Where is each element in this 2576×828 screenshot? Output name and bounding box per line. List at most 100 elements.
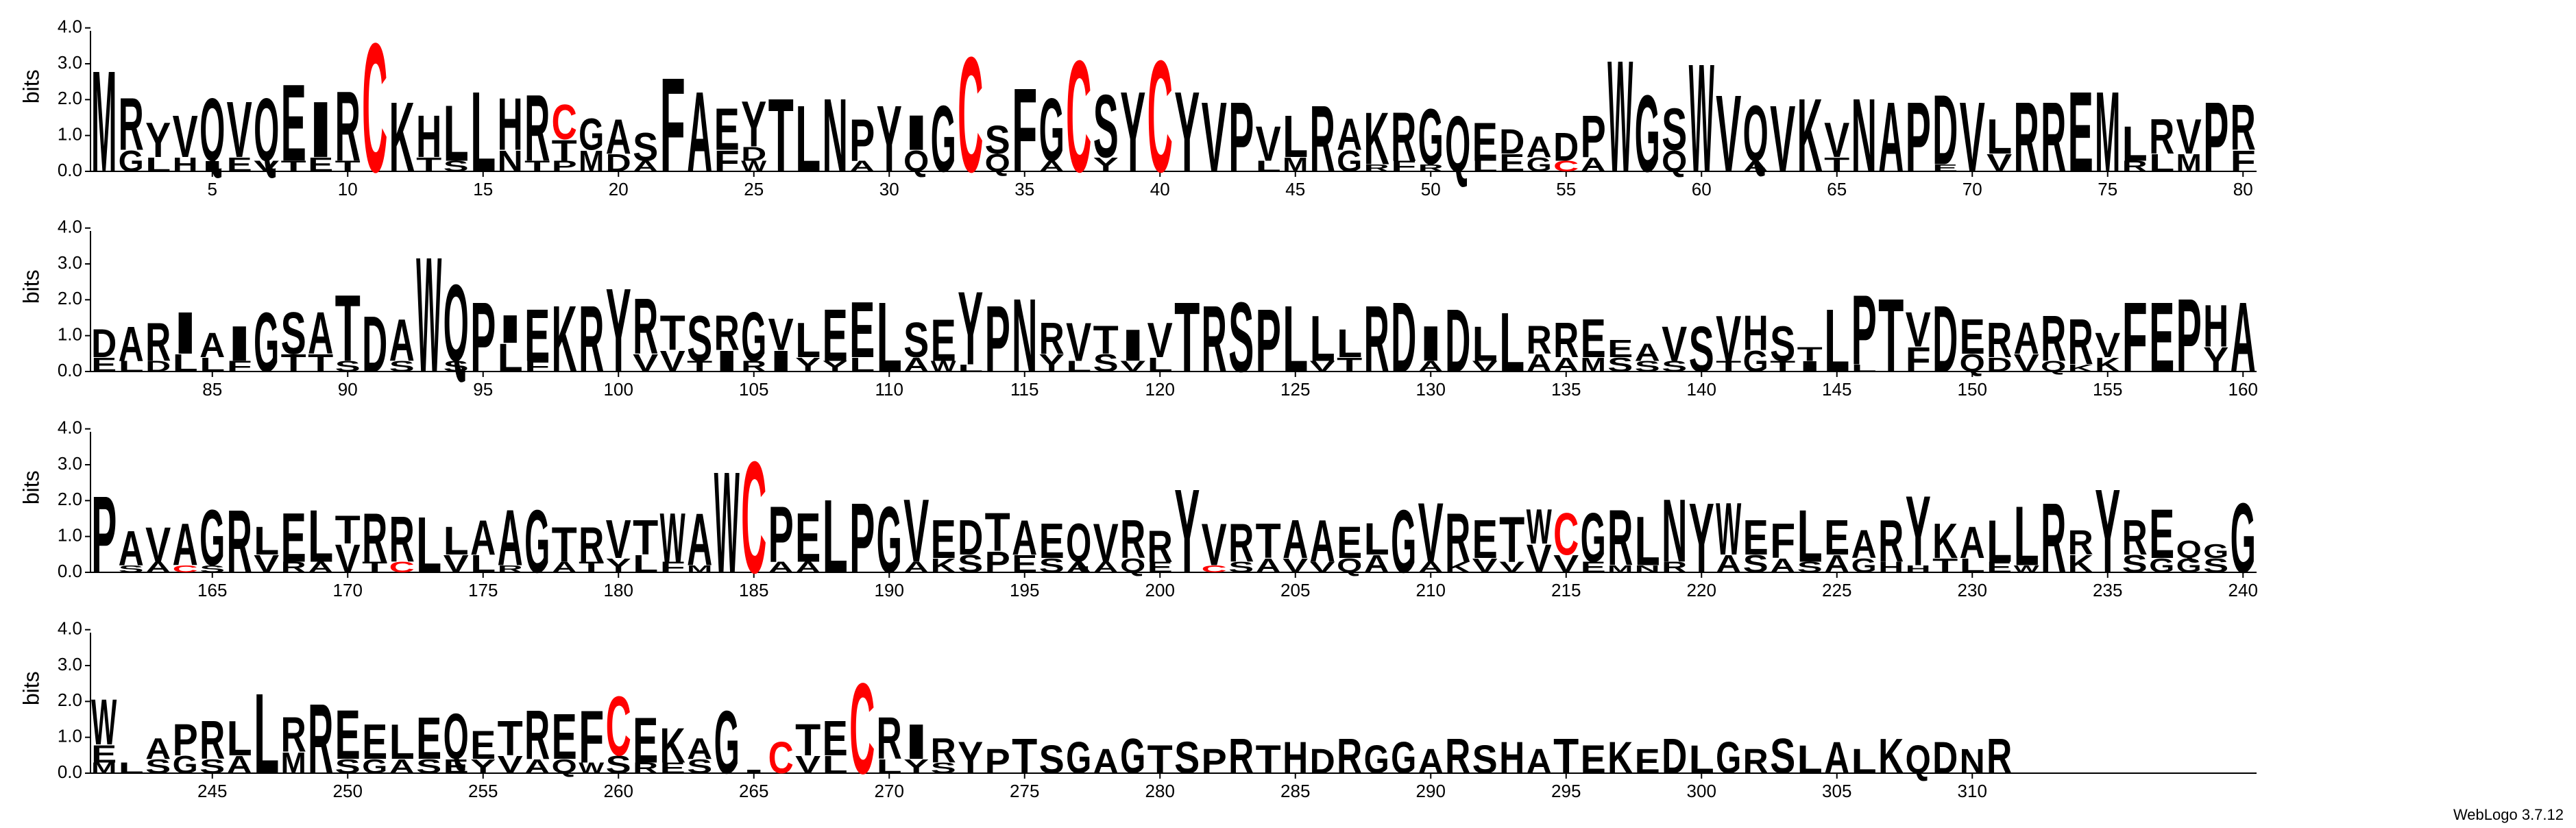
- x-tick-label: 185: [739, 580, 768, 600]
- logo-letter: R: [1364, 162, 1389, 173]
- logo-letter: L: [199, 354, 225, 376]
- logo-letter: G: [931, 85, 956, 191]
- logo-letter: E: [552, 701, 577, 773]
- logo-letter: S: [606, 751, 631, 779]
- logo-letter: S: [1770, 315, 1795, 372]
- logo-letter: I: [1418, 316, 1444, 372]
- logo-letter: E: [931, 307, 956, 374]
- logo-letter: R: [1228, 513, 1254, 574]
- logo-letter: N: [498, 145, 523, 178]
- logo-letter: Y: [470, 755, 496, 777]
- logo-letter: T: [552, 517, 577, 572]
- x-tick-label: 130: [1416, 379, 1446, 400]
- logo-letter: A: [687, 733, 712, 766]
- y-tick-label: 3.0: [58, 52, 82, 73]
- logo-letter: T: [498, 711, 523, 766]
- logo-letter: R: [633, 282, 658, 371]
- logo-letter: V: [1120, 358, 1145, 374]
- logo-letter: S: [1228, 282, 1254, 393]
- logo-letter: L: [173, 349, 198, 377]
- x-tick-label: 50: [1421, 179, 1441, 199]
- logo-letter: K: [1445, 559, 1471, 576]
- logo-letter: A: [145, 733, 171, 766]
- logo-letter: V: [1716, 73, 1741, 195]
- logo-letter: A: [1418, 559, 1444, 576]
- logo-letter: W: [1689, 33, 1714, 205]
- y-axis-label: bits: [19, 269, 43, 304]
- logo-letter: A: [308, 559, 333, 576]
- y-tick-label: 4.0: [58, 618, 82, 639]
- logo-letter: M: [687, 563, 712, 574]
- logo-letter: R: [362, 499, 387, 577]
- y-tick-label: 2.0: [58, 288, 82, 308]
- logo-letter: G: [173, 751, 198, 778]
- logo-letter: A: [2014, 314, 2039, 363]
- logo-letter: L: [498, 335, 523, 380]
- logo-letter: F: [660, 50, 685, 200]
- logo-letter: A: [687, 69, 712, 197]
- logo-letter: E: [443, 755, 469, 777]
- logo-letter: T: [1093, 317, 1119, 362]
- logo-letter: L: [1960, 555, 1985, 576]
- x-tick-label: 245: [197, 781, 227, 801]
- logo-letter: R: [931, 731, 956, 770]
- x-tick-label: 200: [1145, 580, 1175, 600]
- logo-letter: S: [389, 358, 415, 374]
- logo-letter: G: [877, 486, 902, 592]
- logo-letter: T: [633, 510, 658, 565]
- logo-letter: E: [335, 697, 361, 775]
- logo-letter: D: [1932, 75, 1958, 186]
- logo-letter: K: [1932, 513, 1958, 569]
- logo-letter: L: [1851, 363, 1877, 374]
- logo-letter: L: [1066, 358, 1091, 374]
- logo-letter: A: [633, 158, 658, 175]
- logo-letter: L: [1986, 109, 2012, 165]
- logo-letter: E: [2149, 496, 2174, 574]
- x-tick-label: 215: [1551, 580, 1581, 600]
- logo-letter: L: [823, 478, 848, 595]
- logo-letter: H: [2203, 293, 2228, 359]
- logo-letter: F: [714, 145, 740, 178]
- logo-letter: C: [1202, 563, 1227, 574]
- logo-letter: A: [606, 109, 631, 165]
- logo-letter: D: [1932, 733, 1958, 783]
- logo-letter: L: [2014, 489, 2039, 583]
- logo-letter: G: [1391, 491, 1416, 592]
- logo-letter: Q: [1743, 89, 1769, 178]
- logo-letter: Q: [1662, 145, 1687, 178]
- logo-letter: R: [1445, 729, 1470, 784]
- logo-letter: A: [849, 158, 875, 175]
- logo-letter: V: [254, 158, 279, 174]
- x-tick-label: 280: [1145, 781, 1175, 801]
- logo-letter: A: [1066, 559, 1091, 576]
- logo-letter: L: [795, 85, 821, 191]
- logo-letter: S: [687, 755, 712, 777]
- x-tick-label: 110: [875, 379, 903, 400]
- logo-letter: L: [1256, 158, 1281, 174]
- logo-letter: H: [416, 103, 441, 170]
- logo-letter: Y: [1120, 69, 1145, 197]
- x-tick-label: 75: [2098, 179, 2117, 199]
- logo-letter: H: [173, 154, 198, 176]
- y-tick-label: 0.0: [58, 160, 82, 180]
- logo-letter: R: [2122, 158, 2148, 175]
- x-tick-label: 230: [1958, 580, 1987, 600]
- logo-letter: F: [1906, 340, 1931, 379]
- x-tick-label: 60: [1692, 179, 1712, 199]
- logo-letter: R: [714, 306, 740, 361]
- logo-letter: P: [1906, 82, 1931, 193]
- logo-letter: E: [1472, 509, 1498, 570]
- y-axis-label: bits: [19, 470, 43, 504]
- logo-letter: W: [1716, 488, 1741, 571]
- logo-letter: Q: [552, 755, 577, 777]
- logo-letter: R: [1986, 313, 2012, 368]
- logo-letter: Q: [1906, 738, 1931, 782]
- logo-letter: M: [2176, 149, 2202, 177]
- x-tick-label: 5: [208, 179, 217, 199]
- logo-letter: S: [335, 358, 361, 374]
- logo-letter: L: [1689, 737, 1714, 781]
- logo-letter: T: [1716, 358, 1741, 374]
- logo-letter: G: [579, 110, 604, 160]
- logo-letter: Y: [606, 555, 631, 576]
- logo-letter: L: [443, 518, 469, 563]
